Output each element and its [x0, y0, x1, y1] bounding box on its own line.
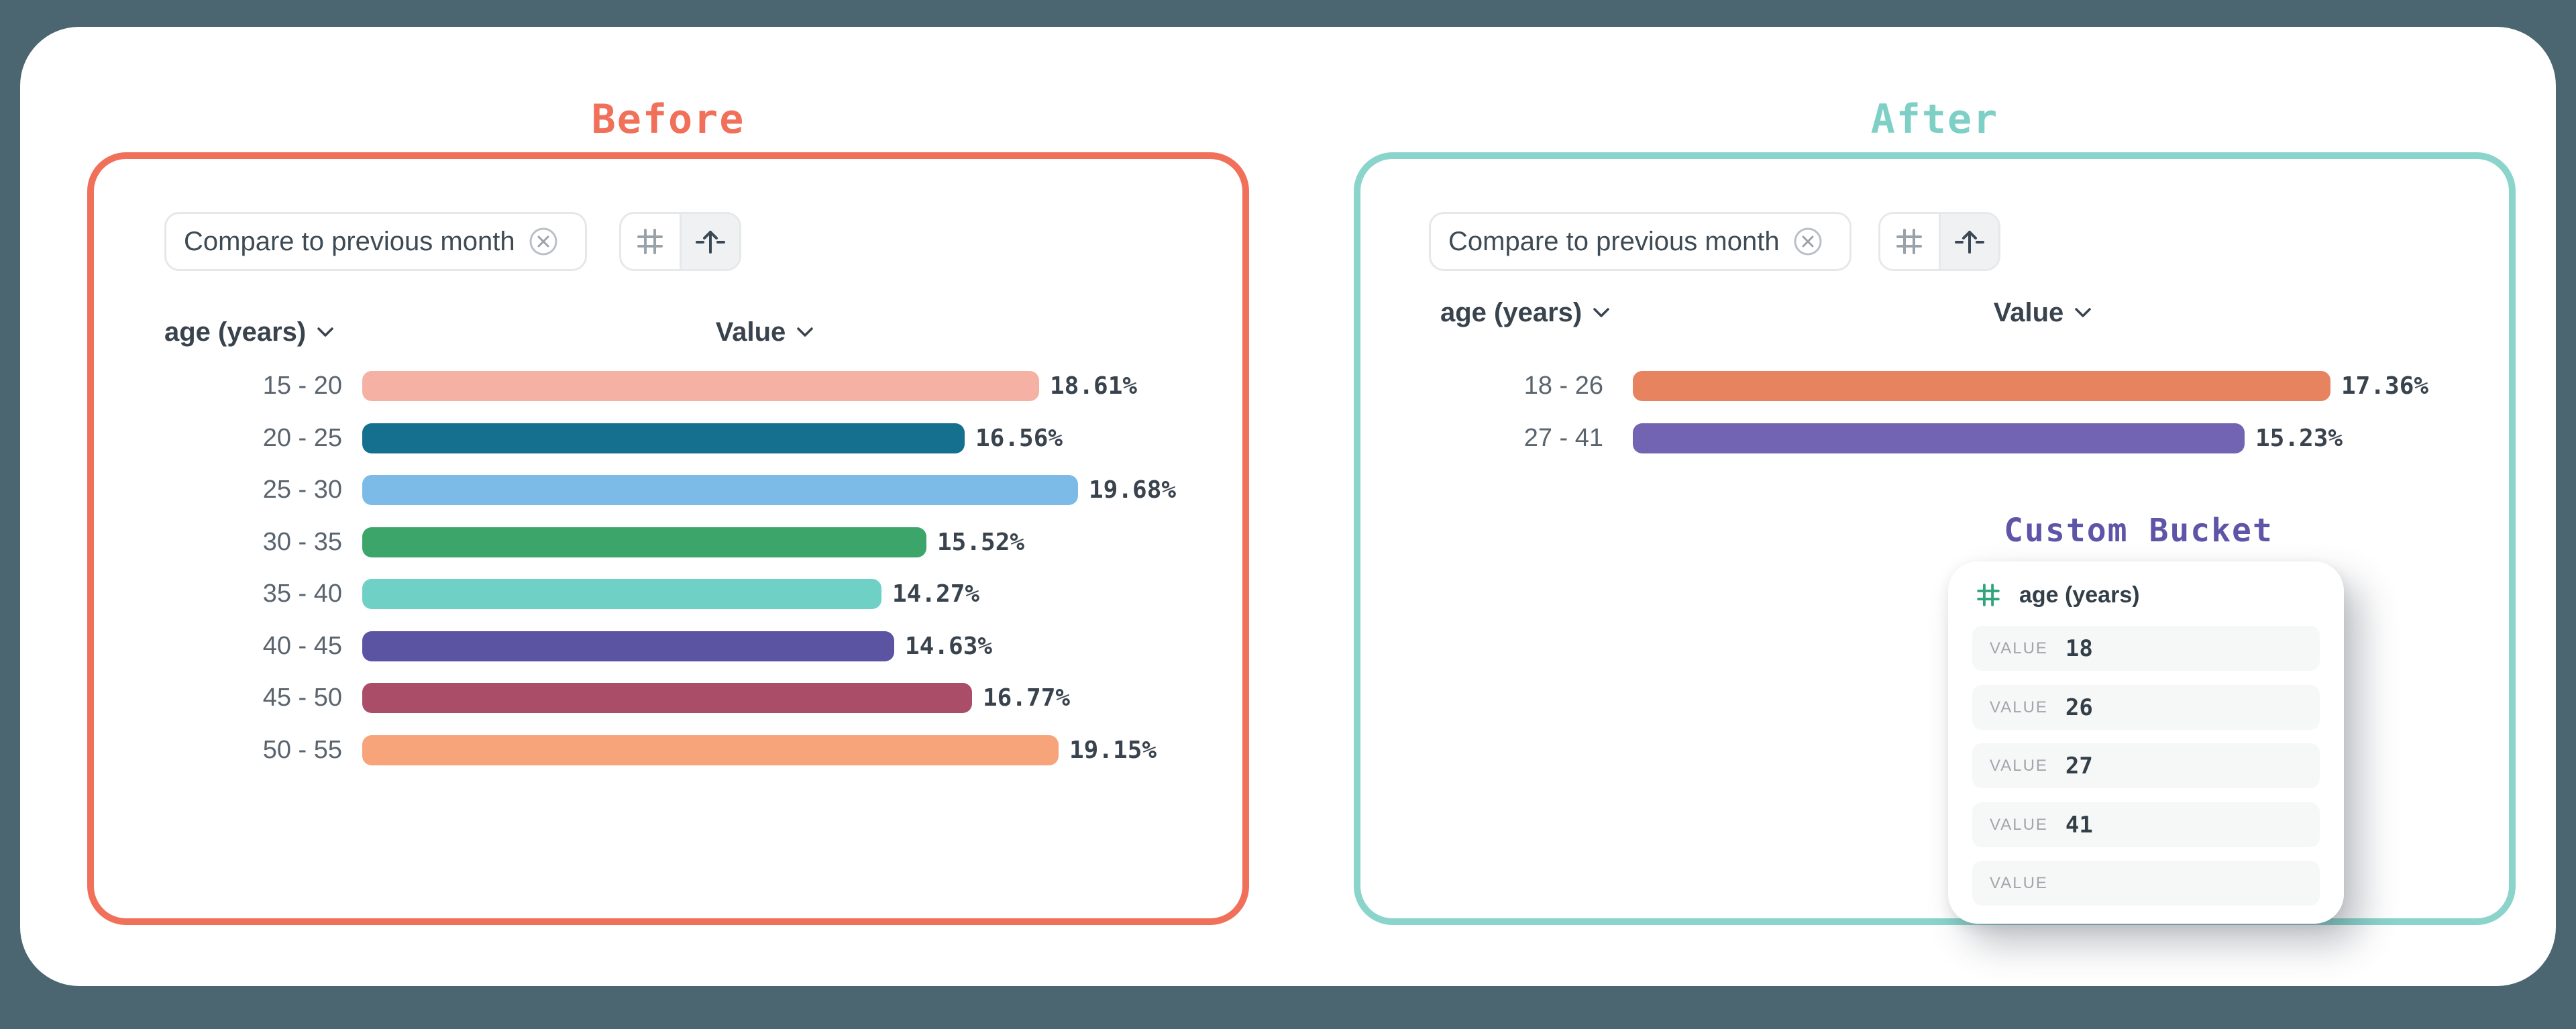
pointer-view-toggle[interactable] [1938, 214, 1998, 269]
measure-header-label: Value [1993, 297, 2064, 327]
category-label: 20 - 25 [262, 424, 342, 452]
filter-chip[interactable]: Compare to previous month [1429, 212, 1851, 271]
bucket-value-input[interactable]: VALUE 18 [1972, 626, 2320, 671]
view-toggle-group [1878, 212, 2000, 271]
value-label: 19.68% [1089, 476, 1177, 504]
circle-x-icon[interactable] [1793, 227, 1823, 256]
bar[interactable] [362, 631, 894, 661]
dimension-header-label: age (years) [164, 317, 307, 347]
custom-bucket-title: Custom Bucket [2004, 512, 2273, 549]
value-label: 14.63% [905, 633, 993, 660]
bar-row: 20 - 25 16.56% [94, 423, 1063, 453]
chevron-down-icon [317, 327, 333, 337]
custom-bucket-card: age (years) VALUE 18 VALUE 26 VALUE 27 V… [1948, 561, 2344, 924]
bucket-value-input[interactable]: VALUE 41 [1972, 802, 2320, 847]
bar-row: 35 - 40 14.27% [94, 579, 979, 609]
before-title: Before [591, 96, 745, 143]
category-label: 50 - 55 [262, 736, 342, 764]
bar[interactable] [362, 423, 965, 453]
bar-row: 45 - 50 16.77% [94, 683, 1070, 713]
bar-row: 30 - 35 15.52% [94, 527, 1024, 557]
value-label: 14.27% [892, 580, 980, 608]
category-label: 40 - 45 [262, 632, 342, 660]
filter-chip[interactable]: Compare to previous month [164, 212, 587, 271]
bar[interactable] [362, 475, 1078, 505]
category-label: 45 - 50 [262, 684, 342, 712]
bucket-value-input[interactable]: VALUE 26 [1972, 685, 2320, 730]
bucket-field-header: age (years) [1975, 579, 2140, 611]
measure-header[interactable]: Value [1969, 294, 2116, 331]
hash-icon [1977, 584, 2000, 606]
bar-row: 25 - 30 19.68% [94, 475, 1176, 505]
view-toggle-group [619, 212, 741, 271]
bucket-row-value: 27 [2065, 752, 2093, 779]
after-panel: Compare to previous month age (y [1354, 152, 2516, 925]
grid-view-toggle[interactable] [1880, 214, 1939, 269]
value-label: 16.77% [983, 684, 1071, 712]
category-label: 18 - 26 [1523, 372, 1603, 400]
value-label: 16.56% [975, 425, 1063, 452]
bar[interactable] [1633, 423, 2245, 453]
bar-row: 27 - 41 15.23% [1360, 423, 2343, 453]
bar[interactable] [1633, 371, 2330, 401]
white-canvas: Before Compare to previous month [20, 27, 2556, 986]
bar[interactable] [362, 683, 972, 713]
arrow-up-from-line-icon [1954, 231, 1984, 254]
chevron-down-icon [797, 327, 813, 337]
chevron-down-icon [2075, 308, 2091, 317]
bar[interactable] [362, 579, 881, 609]
bucket-field-name: age (years) [2019, 582, 2140, 608]
bucket-row-value: 18 [2065, 635, 2093, 662]
bucket-row-label: VALUE [1990, 815, 2048, 834]
category-label: 35 - 40 [262, 580, 342, 608]
filter-chip-label: Compare to previous month [1448, 226, 1780, 256]
arrow-up-from-line-icon [695, 231, 725, 254]
category-label: 25 - 30 [262, 476, 342, 504]
bar[interactable] [362, 371, 1039, 401]
bucket-value-input[interactable]: VALUE 27 [1972, 743, 2320, 788]
bar-row: 50 - 55 19.15% [94, 735, 1157, 765]
dimension-header[interactable]: age (years) [164, 313, 334, 351]
bar-row: 18 - 26 17.36% [1360, 371, 2428, 401]
value-label: 17.36% [2341, 372, 2429, 400]
filter-chip-label: Compare to previous month [184, 226, 515, 256]
category-label: 30 - 35 [262, 528, 342, 556]
grid-view-toggle[interactable] [621, 214, 680, 269]
category-label: 15 - 20 [262, 372, 342, 400]
bar[interactable] [362, 527, 926, 557]
hash-grid-icon [637, 229, 663, 254]
bucket-row-value: 26 [2065, 694, 2093, 721]
measure-header-label: Value [715, 317, 786, 347]
bar-row: 15 - 20 18.61% [94, 371, 1137, 401]
value-label: 15.23% [2255, 425, 2343, 452]
bucket-value-input[interactable]: VALUE [1972, 861, 2320, 906]
measure-header[interactable]: Value [691, 313, 839, 351]
hash-grid-icon [1896, 229, 1923, 254]
dimension-header-label: age (years) [1440, 297, 1582, 327]
value-label: 15.52% [937, 529, 1025, 556]
circle-x-icon[interactable] [529, 227, 558, 256]
value-label: 18.61% [1050, 372, 1138, 400]
chevron-down-icon [1593, 308, 1609, 317]
bucket-row-label: VALUE [1990, 873, 2048, 892]
dimension-header[interactable]: age (years) [1440, 294, 1610, 331]
after-title: After [1870, 96, 1999, 143]
category-label: 27 - 41 [1523, 424, 1603, 452]
pointer-view-toggle[interactable] [679, 214, 739, 269]
bucket-row-label: VALUE [1990, 639, 2048, 657]
bar-row: 40 - 45 14.63% [94, 631, 992, 661]
bar[interactable] [362, 735, 1059, 765]
bucket-row-label: VALUE [1990, 698, 2048, 716]
bucket-row-label: VALUE [1990, 756, 2048, 775]
bucket-row-value: 41 [2065, 811, 2093, 838]
before-panel: Compare to previous month age (y [87, 152, 1249, 925]
value-label: 19.15% [1069, 737, 1157, 764]
